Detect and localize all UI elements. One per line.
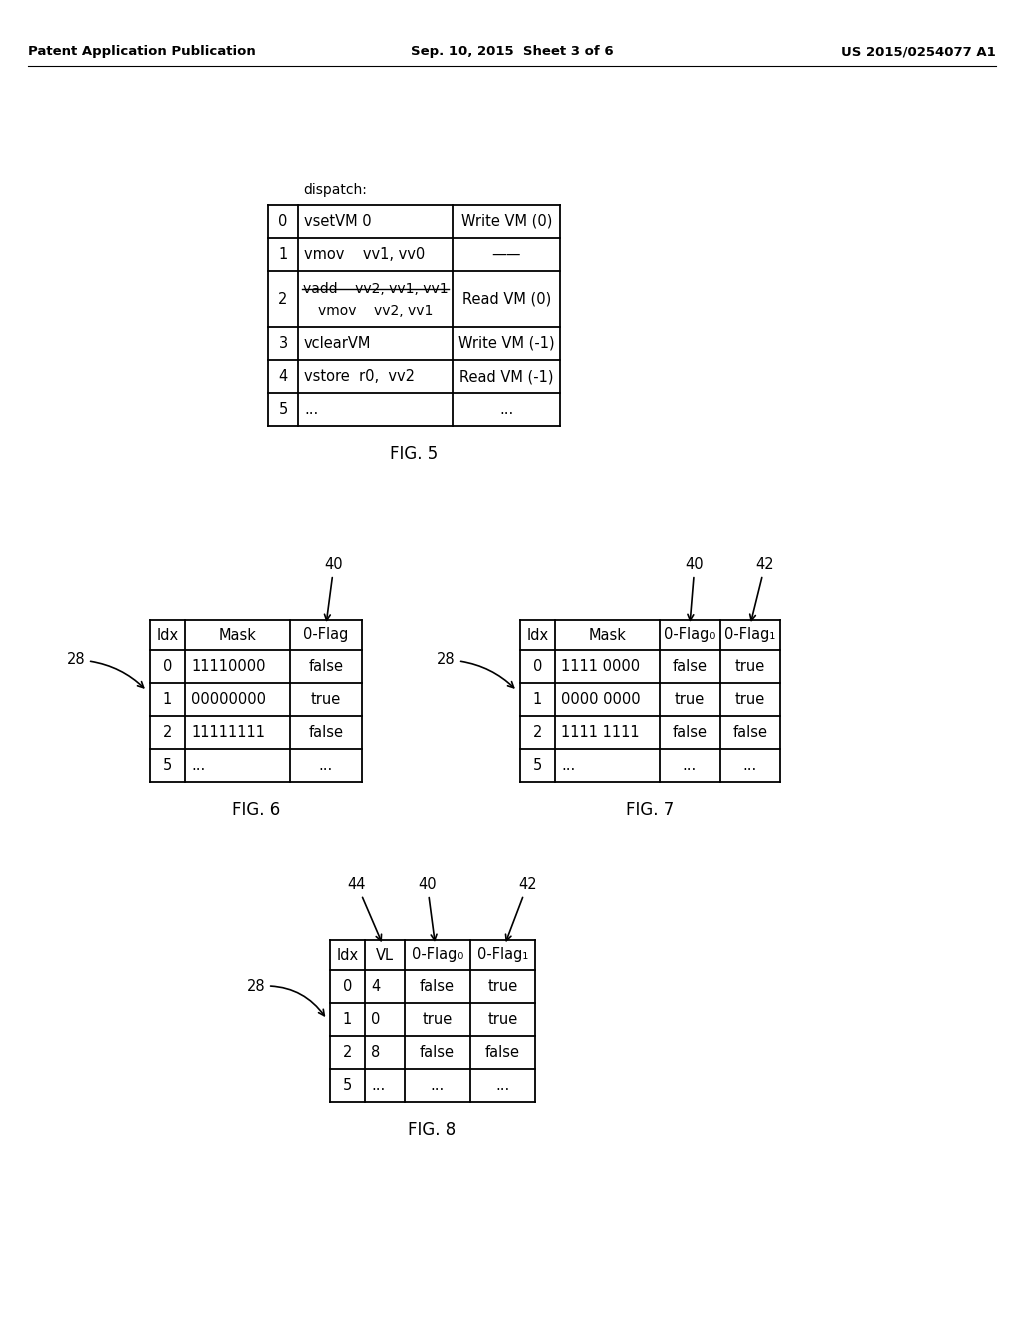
Text: vclearVM: vclearVM [304, 337, 372, 351]
Text: 11110000: 11110000 [191, 659, 265, 675]
Text: 1: 1 [532, 692, 542, 708]
Text: false: false [732, 725, 768, 741]
Text: vstore  r0,  vv2: vstore r0, vv2 [304, 370, 415, 384]
Text: 5: 5 [279, 403, 288, 417]
Text: Idx: Idx [526, 627, 549, 643]
Text: vadd    vv2, vv1, vv1: vadd vv2, vv1, vv1 [303, 282, 449, 296]
Text: vmov    vv1, vv0: vmov vv1, vv0 [304, 247, 425, 261]
Text: Write VM (0): Write VM (0) [461, 214, 552, 228]
Text: 28: 28 [247, 979, 325, 1015]
Text: ——: —— [492, 247, 521, 261]
Text: false: false [420, 979, 455, 994]
Text: ...: ... [304, 403, 318, 417]
Text: 42: 42 [506, 876, 537, 941]
Text: 1: 1 [163, 692, 172, 708]
Text: 11111111: 11111111 [191, 725, 265, 741]
Text: Write VM (-1): Write VM (-1) [458, 337, 555, 351]
Text: 0: 0 [279, 214, 288, 228]
Text: 1111 1111: 1111 1111 [561, 725, 640, 741]
Text: 42: 42 [750, 557, 774, 620]
Text: Sep. 10, 2015  Sheet 3 of 6: Sep. 10, 2015 Sheet 3 of 6 [411, 45, 613, 58]
Text: 0-Flag₀: 0-Flag₀ [412, 948, 463, 962]
Text: 4: 4 [371, 979, 380, 994]
Text: false: false [308, 725, 343, 741]
Text: ...: ... [191, 758, 205, 774]
Text: 00000000: 00000000 [191, 692, 266, 708]
Text: ...: ... [318, 758, 333, 774]
Text: true: true [487, 979, 517, 994]
Text: FIG. 7: FIG. 7 [626, 801, 674, 818]
Text: ...: ... [742, 758, 757, 774]
Text: 40: 40 [418, 876, 437, 940]
Text: true: true [675, 692, 706, 708]
Text: Patent Application Publication: Patent Application Publication [28, 45, 256, 58]
Text: true: true [735, 692, 765, 708]
Text: US 2015/0254077 A1: US 2015/0254077 A1 [842, 45, 996, 58]
Text: false: false [308, 659, 343, 675]
Text: Idx: Idx [157, 627, 178, 643]
Text: 2: 2 [163, 725, 172, 741]
Text: vsetVM 0: vsetVM 0 [304, 214, 372, 228]
Text: 0-Flag₁: 0-Flag₁ [724, 627, 775, 643]
Text: FIG. 5: FIG. 5 [390, 445, 438, 463]
Text: 0: 0 [532, 659, 542, 675]
Text: 2: 2 [532, 725, 542, 741]
Text: 0: 0 [343, 979, 352, 994]
Text: 0: 0 [163, 659, 172, 675]
Text: 4: 4 [279, 370, 288, 384]
Text: VL: VL [376, 948, 394, 962]
Text: ...: ... [371, 1078, 385, 1093]
Text: true: true [422, 1012, 453, 1027]
Text: Mask: Mask [218, 627, 256, 643]
Text: FIG. 6: FIG. 6 [231, 801, 281, 818]
Text: Idx: Idx [337, 948, 358, 962]
Text: 2: 2 [343, 1045, 352, 1060]
Text: 1: 1 [279, 247, 288, 261]
Text: 28: 28 [67, 652, 143, 688]
Text: 5: 5 [163, 758, 172, 774]
Text: 2: 2 [279, 292, 288, 306]
Text: ...: ... [561, 758, 575, 774]
Text: 0-Flag₁: 0-Flag₁ [477, 948, 528, 962]
Text: ...: ... [683, 758, 697, 774]
Text: 5: 5 [343, 1078, 352, 1093]
Text: 3: 3 [279, 337, 288, 351]
Text: 0-Flag: 0-Flag [303, 627, 349, 643]
Text: FIG. 8: FIG. 8 [409, 1121, 457, 1139]
Text: Mask: Mask [589, 627, 627, 643]
Text: 1: 1 [343, 1012, 352, 1027]
Text: 44: 44 [348, 876, 382, 941]
Text: true: true [735, 659, 765, 675]
Text: false: false [673, 659, 708, 675]
Text: 5: 5 [532, 758, 542, 774]
Text: true: true [487, 1012, 517, 1027]
Text: ...: ... [496, 1078, 510, 1093]
Text: dispatch:: dispatch: [303, 183, 367, 197]
Text: false: false [420, 1045, 455, 1060]
Text: 40: 40 [325, 557, 343, 620]
Text: 28: 28 [436, 652, 514, 688]
Text: 8: 8 [371, 1045, 380, 1060]
Text: vmov    vv2, vv1: vmov vv2, vv1 [317, 305, 433, 318]
Text: ...: ... [500, 403, 514, 417]
Text: true: true [311, 692, 341, 708]
Text: 40: 40 [686, 557, 705, 620]
Text: Read VM (-1): Read VM (-1) [459, 370, 554, 384]
Text: 0000 0000: 0000 0000 [561, 692, 641, 708]
Text: false: false [485, 1045, 520, 1060]
Text: 0: 0 [371, 1012, 380, 1027]
Text: 1111 0000: 1111 0000 [561, 659, 640, 675]
Text: false: false [673, 725, 708, 741]
Text: 0-Flag₀: 0-Flag₀ [665, 627, 716, 643]
Text: Read VM (0): Read VM (0) [462, 292, 551, 306]
Text: ...: ... [430, 1078, 444, 1093]
